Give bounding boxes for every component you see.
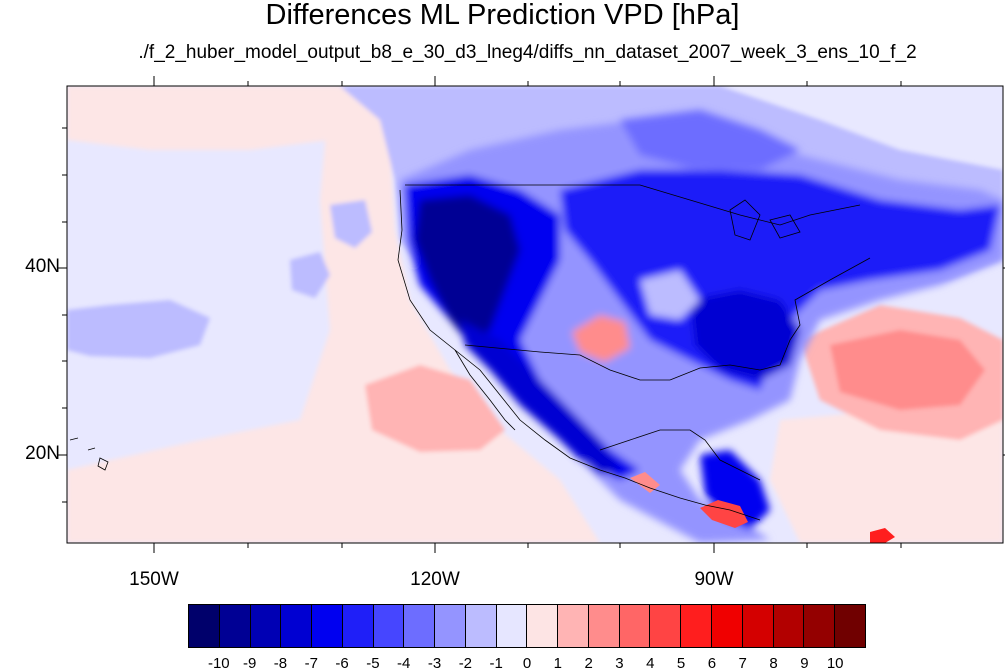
colorbar-tick-label: -4 — [397, 655, 411, 672]
coastline-west — [397, 189, 761, 521]
eastern-pacific-positive-patch — [365, 365, 505, 452]
mexico-pacific-positive-coast — [630, 472, 660, 493]
colorbar-cell — [281, 605, 313, 647]
texas-light-negative — [640, 270, 700, 320]
colorbar-cell — [404, 605, 436, 647]
hudson-bay-negative — [620, 110, 800, 170]
southeast-us-strong-negative — [690, 290, 800, 380]
us-canada-border — [405, 184, 861, 226]
baja-negative-band — [460, 320, 620, 475]
colorbar — [188, 604, 866, 648]
colorbar-cell — [312, 605, 343, 647]
colorbar-cell — [681, 605, 713, 647]
colorbar-tick-label: -8 — [273, 655, 288, 672]
lon-label-90w: 90W — [694, 569, 734, 590]
colorbar-cell — [219, 605, 251, 647]
colorbar-tick-label: -7 — [304, 655, 318, 672]
colorbar-cell — [742, 605, 774, 647]
lat-label-40n: 40N — [25, 256, 60, 277]
colorbar-tick-label: -2 — [458, 655, 473, 672]
colorbar-tick-label: 1 — [553, 655, 562, 672]
colorbar-cell — [496, 605, 528, 647]
colorbar-cell — [588, 605, 620, 647]
colorbar-tick-label: 8 — [769, 655, 778, 672]
map-subtitle: ./f_2_huber_model_output_b8_e_30_d3_lneg… — [138, 42, 917, 63]
colorbar-tick-label: 6 — [707, 655, 717, 672]
colorbar-tick-label: 10 — [826, 655, 844, 672]
lon-label-150w: 150W — [129, 569, 179, 590]
colorbar-cell — [650, 605, 682, 647]
atlantic-positive-core — [830, 330, 985, 410]
colorbar-cell — [712, 605, 743, 647]
colorbar-tick-label: 7 — [738, 655, 747, 672]
lat-label-20n: 20N — [25, 443, 60, 464]
new-mexico-positive-patch — [572, 315, 630, 362]
pacific-negative-blob-west — [67, 300, 210, 358]
coastline-baja — [454, 349, 516, 431]
colorbar-tick-label: 0 — [522, 655, 532, 672]
colorbar-tick-label: -10 — [207, 655, 230, 672]
us-mexico-border — [464, 344, 670, 381]
colorbar-tick-label: 5 — [676, 655, 686, 672]
east-us-negative-field — [560, 170, 1000, 390]
colorbar-cell — [342, 605, 374, 647]
colorbar-cell — [804, 605, 836, 647]
colorbar-cell — [373, 605, 405, 647]
colorbar-tick-label: -6 — [335, 655, 349, 672]
colorbar-tick-label: -3 — [427, 655, 442, 672]
colorbar-cell — [250, 605, 282, 647]
great-basin-extreme-negative — [415, 195, 520, 345]
colorbar-tick-label: 9 — [800, 655, 809, 672]
lon-label-120w: 120W — [410, 569, 460, 590]
colorbar-cell — [773, 605, 805, 647]
great-lakes-outline — [729, 199, 801, 241]
colorbar-tick-label: 3 — [615, 655, 624, 672]
pacific-negative-blob-north — [330, 200, 372, 248]
colorbar-tick-label: -1 — [489, 655, 503, 672]
gulf-of-fonseca-positive — [700, 500, 748, 528]
coastline-yucatan — [599, 429, 761, 481]
colorbar-tick-label: 2 — [584, 655, 593, 672]
colorbar-tick-label: 4 — [646, 655, 655, 672]
colorbar-cell — [527, 605, 559, 647]
north-pacific-positive-field — [67, 86, 340, 150]
map-title: Differences ML Prediction VPD [hPa] — [265, 0, 740, 31]
colorbar-cell — [465, 605, 497, 647]
coastline-gulf — [669, 257, 871, 381]
hawaii-islands — [69, 437, 109, 471]
caribbean-positive-spot — [870, 528, 895, 543]
colorbar-tick-label: -5 — [366, 655, 380, 672]
colorbar-cell — [558, 605, 589, 647]
colorbar-tick-label: -9 — [242, 655, 257, 672]
pacific-negative-blob-central — [290, 252, 330, 298]
colorbar-cell — [435, 605, 466, 647]
colorbar-cell — [619, 605, 651, 647]
colorbar-cell — [835, 605, 865, 647]
colorbar-cell — [189, 605, 220, 647]
